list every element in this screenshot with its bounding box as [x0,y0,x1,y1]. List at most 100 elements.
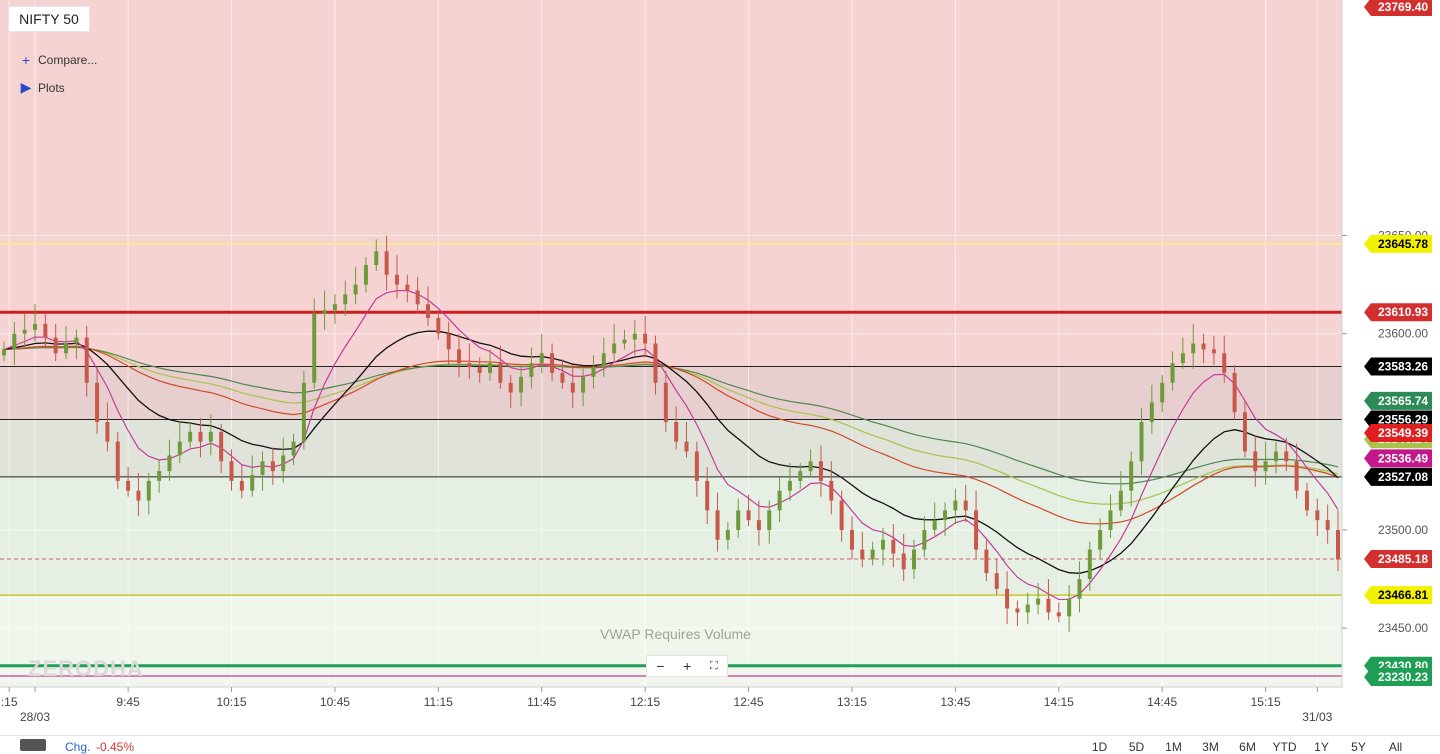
price-tag-2: 23610.93 [1364,303,1432,322]
svg-text:23536.49: 23536.49 [1378,451,1428,465]
candle-body-25 [260,461,265,476]
candle-body-37 [384,251,389,275]
zoom-controls: − + ⛶ [646,655,728,677]
candle-body-128 [1325,520,1330,530]
candle-body-103 [1067,598,1072,617]
candle-body-20 [208,431,213,442]
candle-body-62 [643,333,648,344]
svg-text:23769.40: 23769.40 [1378,0,1428,14]
range-1y[interactable]: 1Y [1314,740,1329,754]
candle-body-98 [1015,608,1020,613]
candle-body-114 [1180,353,1185,364]
candle-body-106 [1098,529,1103,550]
svg-text:23565.74: 23565.74 [1378,394,1428,408]
plots-label: Plots [38,80,65,95]
range-5d[interactable]: 5D [1128,740,1145,754]
candle-body-29 [301,382,306,442]
candle-body-127 [1315,510,1320,521]
candle-body-104 [1077,579,1082,599]
candle-body-107 [1108,510,1113,530]
candle-body-69 [715,510,720,540]
candle-body-80 [829,480,834,501]
x-tick-label-11: 14:15 [1044,695,1074,709]
candle-body-108 [1118,490,1123,511]
keyboard-icon[interactable] [20,739,46,751]
candle-body-73 [756,520,761,530]
candle-body-94 [974,510,979,550]
candle-body-77 [798,471,803,481]
candle-body-57 [591,367,596,377]
candle-body-38 [394,274,399,285]
candle-body-117 [1211,349,1216,354]
candle-body-15 [157,471,162,481]
candle-body-43 [446,333,451,350]
candle-body-100 [1036,598,1041,605]
zoom-out-button[interactable]: − [656,658,665,674]
range-selector: 1D 5D 1M 3M 6M YTD 1Y 5Y All [1081,740,1414,754]
price-tag-7: 23549.39 [1364,424,1432,443]
candle-body-93 [963,500,968,511]
candle-body-113 [1170,363,1175,383]
range-1m[interactable]: 1M [1165,740,1182,754]
candle-body-105 [1087,549,1092,580]
candle-body-52 [539,353,544,364]
range-3m[interactable]: 3M [1202,740,1219,754]
range-5y[interactable]: 5Y [1351,740,1366,754]
candle-body-3 [33,323,38,330]
candle-body-78 [808,461,813,472]
candle-body-83 [860,549,865,560]
compare-button[interactable]: + Compare... [20,52,97,68]
candle-body-49 [508,382,513,393]
price-tag-1: 23645.78 [1364,234,1432,253]
svg-text:23466.81: 23466.81 [1378,588,1428,602]
symbol-label[interactable]: NIFTY 50 [8,6,90,32]
candle-body-44 [457,349,462,364]
plots-button[interactable]: ▶ Plots [20,79,65,96]
zoom-in-button[interactable]: + [683,658,692,674]
ma-pink-line [3,289,1339,601]
range-6m[interactable]: 6M [1239,740,1256,754]
candle-body-118 [1222,353,1227,373]
candle-body-46 [477,367,482,373]
range-1d[interactable]: 1D [1091,740,1108,754]
price-chart[interactable]: 23650.0023600.0023500.0023450.0023769.40… [0,0,1440,735]
candle-body-54 [560,372,565,383]
candle-body-16 [167,455,172,472]
price-tag-3: 23583.26 [1364,357,1432,376]
range-all[interactable]: All [1388,740,1403,754]
candle-body-126 [1304,490,1309,511]
x-tick-label-14: 31/03 [1302,710,1332,724]
candle-body-39 [405,284,410,291]
vwap-notice: VWAP Requires Volume [600,626,751,642]
x-tick-label-4: 10:45 [320,695,350,709]
candle-body-2 [22,329,27,334]
support-zone [0,476,1342,596]
candle-body-122 [1263,461,1268,472]
candle-body-67 [694,451,699,481]
candle-body-17 [177,441,182,456]
candle-body-13 [136,490,141,501]
candle-body-55 [570,382,575,393]
x-tick-label-5: 11:15 [424,695,453,709]
candle-body-125 [1294,461,1299,491]
fullscreen-icon[interactable]: ⛶ [709,659,718,672]
x-tick-label-12: 14:45 [1147,695,1177,709]
range-ytd[interactable]: YTD [1272,740,1297,754]
candle-body-82 [849,529,854,550]
candle-body-30 [312,314,317,383]
candle-body-1 [12,333,17,350]
candle-body-92 [953,500,958,511]
candle-body-24 [250,475,255,491]
candle-body-79 [818,461,823,481]
candle-body-58 [601,353,606,368]
candle-body-84 [870,549,875,560]
price-tag-4: 23565.74 [1364,391,1432,410]
x-tick-label-10: 13:45 [940,695,970,709]
y-tick-label-2: 23500.00 [1378,523,1428,537]
candle-body-47 [488,363,493,373]
candle-body-119 [1232,372,1237,413]
candle-body-0 [2,349,6,356]
price-tag-13: 23230.23 [1364,668,1432,686]
candle-body-23 [239,480,244,491]
candle-body-109 [1129,461,1134,491]
